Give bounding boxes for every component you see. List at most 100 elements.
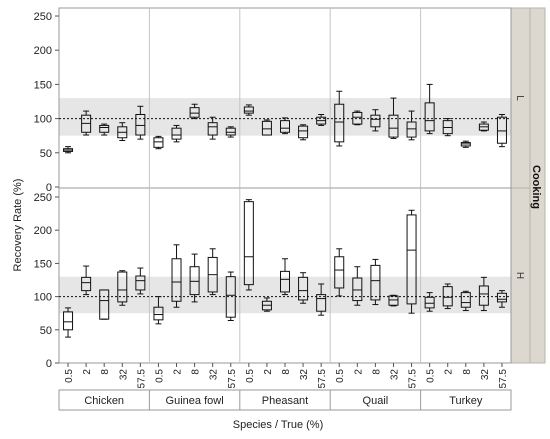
box-H-pheasant-2 (261, 297, 272, 312)
x-tick-label-level: 57.5 (136, 369, 147, 389)
box-body (370, 264, 381, 301)
box-L-turkey-8 (460, 140, 471, 148)
x-tick-label-level: 2 (173, 369, 184, 375)
box-body (225, 127, 236, 136)
box-body (406, 121, 417, 138)
x-tick-label-level: 2 (353, 369, 364, 375)
box-body (171, 258, 182, 302)
box-body (334, 103, 345, 143)
box-H-guinea-fowl-8 (189, 253, 200, 303)
box-body (261, 120, 272, 136)
species-label: Pheasant (262, 395, 308, 407)
box-H-chicken-57.5 (135, 267, 146, 295)
box-H-quail-2 (352, 266, 363, 306)
y-tick-label: 200 (34, 225, 52, 237)
box-H-quail-32 (388, 294, 399, 307)
y-tick-label: 0 (46, 182, 52, 194)
box-body (243, 201, 254, 286)
box-body (478, 285, 489, 306)
box-body (406, 214, 417, 305)
x-tick-label-level: 2 (444, 369, 455, 375)
box-H-pheasant-8 (280, 258, 290, 296)
y-tick-label: 250 (34, 11, 52, 23)
panel-label-H: H (514, 272, 525, 279)
box-H-turkey-32 (478, 276, 489, 312)
box-body (388, 295, 399, 306)
box-body (280, 270, 290, 293)
box-H-turkey-0.5 (424, 292, 435, 312)
box-H-chicken-2 (81, 265, 92, 296)
x-tick-label-level: 2 (82, 369, 93, 375)
box-L-quail-57.5 (406, 110, 417, 141)
box-body (424, 102, 435, 132)
box-body (153, 306, 164, 321)
box-H-quail-8 (370, 258, 381, 306)
x-tick-label-level: 57.5 (227, 369, 238, 389)
box-body (370, 114, 381, 128)
box-body (99, 124, 110, 133)
facet-strip (510, 7, 546, 364)
y-tick-label: 150 (34, 258, 52, 270)
box-body (442, 286, 453, 307)
y-tick-label: 200 (34, 45, 52, 57)
box-H-pheasant-57.5 (316, 283, 327, 316)
x-tick-label-level: 57.5 (408, 369, 419, 389)
x-tick-label-level: 32 (389, 369, 400, 381)
labels: Recovery Rate (%) Species / True (%) Coo… (12, 11, 542, 431)
box-L-chicken-0.5 (63, 146, 74, 154)
box-L-chicken-32 (117, 122, 128, 141)
x-tick-label-level: 0.5 (426, 369, 437, 383)
box-body (117, 271, 128, 303)
y-tick-label: 100 (34, 114, 52, 126)
box-marks (63, 83, 507, 338)
x-tick-label-level: 8 (100, 369, 111, 375)
x-tick-label-level: 32 (480, 369, 491, 381)
reference-band (59, 98, 511, 136)
box-L-chicken-8 (99, 123, 110, 136)
box-body (388, 114, 399, 138)
box-H-turkey-2 (442, 283, 453, 310)
species-label: Chicken (84, 395, 124, 407)
box-body (99, 289, 110, 320)
box-body (153, 137, 164, 148)
box-L-quail-8 (370, 109, 381, 132)
box-body (135, 113, 146, 136)
species-label: Quail (363, 395, 389, 407)
box-L-pheasant-0.5 (243, 104, 254, 116)
box-H-guinea-fowl-32 (207, 248, 218, 296)
x-tick-label-level: 0.5 (335, 369, 346, 383)
box-body (352, 111, 363, 125)
box-body (496, 292, 507, 303)
box-L-guinea-fowl-0.5 (153, 135, 164, 150)
y-tick-label: 50 (40, 148, 52, 160)
box-body (316, 294, 327, 312)
box-body (334, 256, 345, 289)
box-H-chicken-32 (117, 270, 128, 306)
y-axis-label: Recovery Rate (%) (12, 179, 24, 272)
box-L-chicken-2 (81, 110, 92, 136)
x-tick-label-level: 8 (281, 369, 292, 375)
box-L-pheasant-57.5 (316, 113, 327, 126)
x-tick-label-level: 8 (371, 369, 382, 375)
box-body (280, 120, 290, 133)
facet-label-cooking: Cooking (530, 165, 542, 209)
box-body (63, 311, 74, 331)
y-tick-label: 250 (34, 192, 52, 204)
box-body (225, 276, 236, 318)
x-tick-label-level: 8 (462, 369, 473, 375)
species-label: Turkey (449, 395, 483, 407)
box-H-chicken-8 (99, 289, 110, 320)
box-L-quail-2 (352, 110, 363, 126)
box-L-guinea-fowl-57.5 (225, 126, 236, 138)
box-body (207, 122, 218, 136)
x-tick-label-level: 57.5 (317, 369, 328, 389)
box-body (243, 106, 254, 114)
box-L-guinea-fowl-32 (207, 116, 218, 140)
box-L-guinea-fowl-2 (171, 124, 182, 143)
box-body (298, 125, 309, 139)
x-tick-label-level: 32 (118, 369, 129, 381)
box-L-quail-32 (388, 97, 399, 139)
box-body (171, 127, 182, 140)
panel-frame (58, 7, 512, 189)
